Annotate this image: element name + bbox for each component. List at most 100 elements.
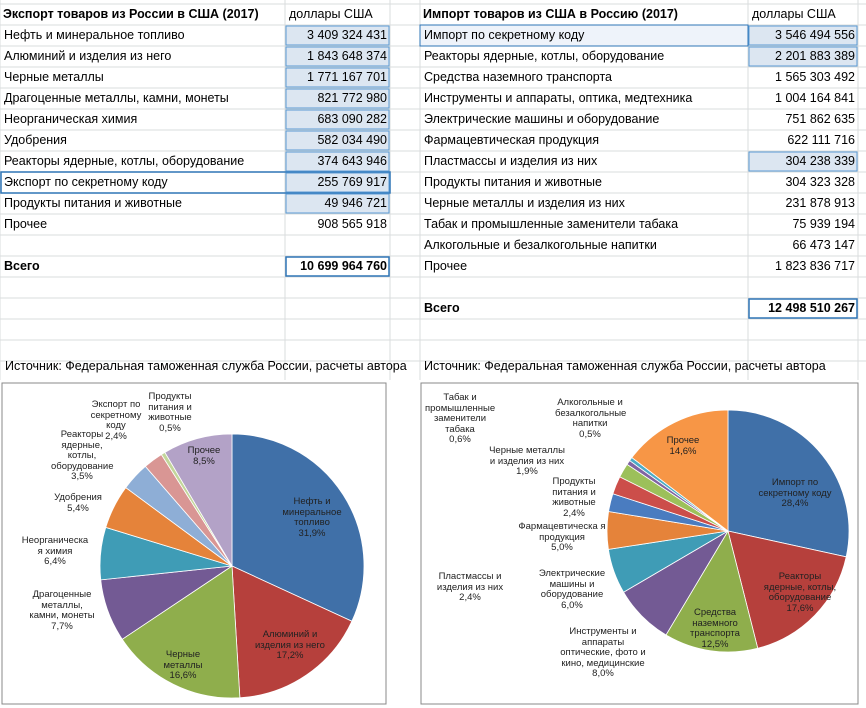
slice-name: Драгоценные металлы, камни, монеты	[29, 589, 95, 621]
row-label: Продукты питания и животные	[424, 175, 602, 189]
row-value: 1 823 836 717	[775, 259, 855, 273]
row-label: Импорт по секретному коду	[424, 28, 585, 42]
total-cell	[285, 256, 390, 277]
slice-name: Прочее	[187, 445, 221, 456]
slice-label: Средства наземного транспорта 12,5%	[684, 607, 746, 650]
cell-highlight	[748, 151, 858, 172]
row-label: Электрические машины и оборудование	[424, 112, 659, 126]
row-label: Продукты питания и животные	[4, 196, 182, 210]
slice-value: 31,9%	[298, 527, 326, 539]
row-label: Прочее	[424, 259, 467, 273]
row-label: Черные металлы	[4, 70, 104, 84]
row-value: 2 201 883 389	[775, 49, 855, 63]
column-header: доллары США	[289, 7, 373, 21]
slice-name: Экспорт по секретному коду	[90, 399, 142, 431]
row-label: Алкогольные и безалкогольные напитки	[424, 238, 657, 252]
row-value: 1 843 648 374	[307, 49, 387, 63]
cell-highlight	[285, 46, 390, 67]
slice-name: Фармацевтическа я продукция	[518, 521, 606, 543]
row-value: 821 772 980	[317, 91, 387, 105]
slice-name: Нефть и минеральное топливо	[282, 496, 342, 528]
slice-label: Черные металлы 16,6%	[152, 649, 214, 682]
row-value: 908 565 918	[317, 217, 387, 231]
slice-name: Средства наземного транспорта	[690, 607, 740, 639]
cell-highlight	[285, 67, 390, 88]
slice-name: Пластмассы и изделия из них	[436, 571, 504, 593]
slice-value: 16,6%	[169, 670, 197, 681]
slice-label: Алкогольные и безалкогольные напитки 0,5%	[555, 397, 627, 440]
slice-label: Импорт по секретному коду 28,4%	[754, 477, 836, 510]
row-value: 304 238 339	[785, 154, 855, 168]
cell-highlight	[285, 193, 390, 214]
slice-label: Реакторы ядерные, котлы, оборудование 3,5…	[51, 429, 114, 483]
row-label: Реакторы ядерные, котлы, оборудование	[4, 154, 244, 168]
row-label: Инструменты и аппараты, оптика, медтехни…	[424, 91, 692, 105]
row-value: 751 862 635	[785, 112, 855, 126]
row-value: 1 771 167 701	[307, 70, 387, 84]
slice-value: 0,5%	[159, 422, 181, 434]
pie-slice	[231, 433, 365, 622]
slice-value: 3,5%	[71, 471, 93, 482]
total-label: Всего	[424, 301, 460, 315]
slice-name: Инструменты и аппараты оптические, фото …	[560, 626, 646, 669]
row-label: Пластмассы и изделия из них	[424, 154, 598, 168]
row-label: Алюминий и изделия из него	[4, 49, 171, 63]
selected-row	[0, 171, 391, 194]
slice-label: Неорганическа я химия 6,4%	[20, 535, 90, 568]
row-value: 683 090 282	[317, 112, 387, 126]
cell-highlight	[285, 130, 390, 151]
row-value: 66 473 147	[792, 238, 855, 252]
selected-row	[419, 24, 749, 47]
slice-value: 17,2%	[276, 650, 304, 661]
slice-value: 7,7%	[51, 620, 73, 632]
row-value: 1 004 164 841	[775, 91, 855, 105]
slice-value: 0,5%	[579, 428, 601, 440]
row-value: 622 111 716	[787, 133, 855, 147]
slice-label: Драгоценные металлы, камни, монеты 7,7%	[27, 589, 97, 632]
slice-value: 5,0%	[551, 542, 573, 553]
slice-value: 8,0%	[592, 668, 614, 679]
row-value: 1 565 303 492	[775, 70, 855, 84]
row-value: 231 878 913	[785, 196, 855, 210]
slice-value: 2,4%	[563, 507, 585, 519]
slice-name: Черные металлы и изделия из них	[489, 445, 565, 467]
slice-name: Табак и промышленные заменители табака	[425, 392, 496, 435]
slice-value: 12,5%	[701, 638, 729, 650]
cell-highlight	[748, 25, 858, 46]
slice-value: 17,6%	[786, 602, 814, 614]
pie-slice	[164, 433, 233, 568]
slice-name: Реакторы ядерные, котлы, оборудование	[763, 571, 837, 603]
slice-label: Продукты питания и животные 2,4%	[548, 476, 600, 519]
slice-value: 2,4%	[459, 592, 481, 603]
cell-highlight	[285, 172, 390, 193]
row-label: Фармацевтическая продукция	[424, 133, 599, 147]
row-label: Удобрения	[4, 133, 67, 147]
slice-value: 8,5%	[193, 455, 215, 467]
row-label: Нефть и минеральное топливо	[4, 28, 185, 42]
row-value: 582 034 490	[317, 133, 387, 147]
cell-highlight	[285, 109, 390, 130]
row-label: Драгоценные металлы, камни, монеты	[4, 91, 229, 105]
slice-name: Черные металлы	[163, 649, 203, 671]
cell-highlight	[285, 151, 390, 172]
row-label: Реакторы ядерные, котлы, оборудование	[424, 49, 664, 63]
slice-label: Прочее 8,5%	[179, 445, 229, 467]
row-value: 374 643 946	[317, 154, 387, 168]
row-value: 304 323 328	[785, 175, 855, 189]
row-value: 3 546 494 556	[775, 28, 855, 42]
slice-name: Неорганическа я химия	[21, 535, 89, 557]
slice-name: Импорт по секретному коду	[758, 477, 832, 499]
slice-name: Продукты питания и животные	[552, 476, 596, 508]
slice-label: Прочее 14,6%	[658, 435, 708, 457]
slice-name: Алкогольные и безалкогольные напитки	[555, 397, 627, 429]
row-label: Неорганическая химия	[4, 112, 137, 126]
slice-value: 28,4%	[781, 498, 809, 509]
cell-highlight	[285, 25, 390, 46]
slice-value: 2,4%	[105, 430, 127, 442]
slice-name: Продукты питания и животные	[148, 391, 192, 423]
pie-slice	[631, 409, 729, 532]
slice-label: Табак и промышленные заменители табака 0,…	[425, 392, 496, 446]
table-title: Экспорт товаров из России в США (2017)	[3, 7, 259, 21]
slice-value: 6,4%	[44, 556, 66, 567]
